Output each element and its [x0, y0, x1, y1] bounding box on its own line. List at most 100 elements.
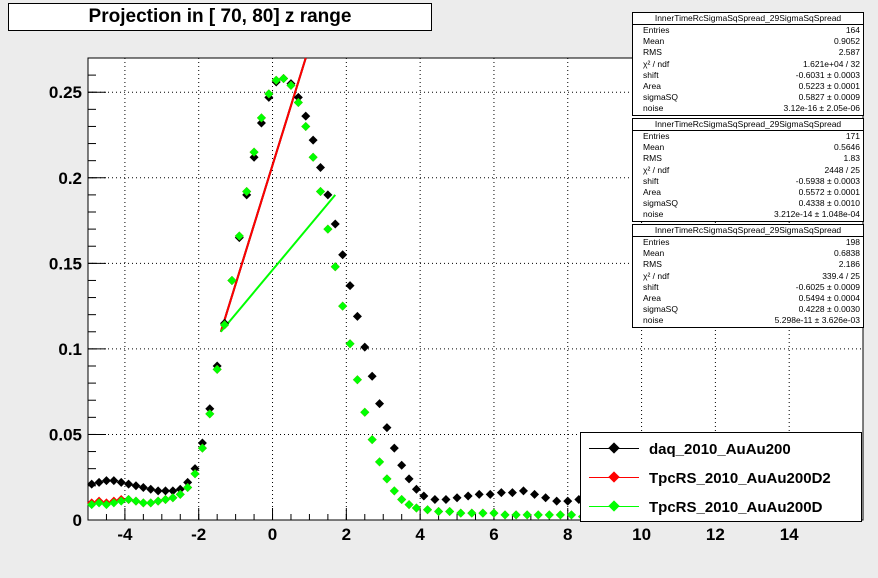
stats-key: Entries — [643, 237, 670, 247]
y-tick-label: 0.25 — [49, 83, 82, 102]
x-tick-label: -2 — [191, 525, 206, 544]
stats-row: shift -0.6031 ± 0.0003 — [633, 70, 863, 81]
stats-key: Mean — [643, 36, 665, 47]
data-point — [485, 489, 495, 499]
fit-line — [220, 194, 337, 333]
stats-row: Area 0.5223 ± 0.0001 — [633, 81, 863, 92]
data-point — [345, 281, 355, 291]
stats-key: sigmaSQ — [643, 304, 678, 315]
stats-value: 0.6838 — [834, 248, 860, 259]
stats-key: Area — [643, 81, 661, 92]
data-point — [153, 496, 163, 506]
data-point — [445, 506, 455, 516]
stats-value: 2448 / 25 — [824, 164, 860, 175]
stats-box-2: InnerTimeRcSigmaSqSpread_29SigmaSqSpread… — [632, 118, 864, 222]
stats-key: noise — [643, 103, 664, 114]
stats-row: Entries 171 — [633, 131, 863, 142]
x-tick-label: 2 — [342, 525, 351, 544]
stats-row: noise 5.298e-11 ± 3.626e-03 — [633, 315, 863, 326]
data-point — [190, 464, 200, 474]
data-point — [308, 152, 318, 162]
data-point — [316, 163, 325, 173]
data-point — [301, 111, 311, 121]
data-point — [530, 489, 540, 499]
legend-marker-red — [581, 464, 639, 492]
stats-key: sigmaSQ — [643, 92, 678, 103]
data-point — [323, 224, 333, 234]
data-point — [423, 505, 433, 515]
data-point — [533, 510, 543, 520]
data-point — [352, 311, 362, 321]
data-point — [541, 493, 551, 503]
data-point — [212, 364, 222, 374]
data-point — [518, 486, 528, 496]
data-point — [452, 493, 462, 503]
data-point — [404, 500, 414, 510]
data-point — [271, 75, 281, 85]
x-tick-label: 4 — [415, 525, 425, 544]
data-point — [116, 477, 126, 487]
stats-row: noise 3.212e-14 ± 1.048e-04 — [633, 209, 863, 220]
stats-box-title: InnerTimeRcSigmaSqSpread_29SigmaSqSpread — [633, 119, 863, 131]
data-point — [301, 121, 311, 131]
stats-key: noise — [643, 315, 664, 326]
data-point — [397, 460, 407, 470]
data-point — [434, 506, 444, 516]
data-point — [382, 423, 392, 433]
data-point — [489, 508, 499, 518]
stats-value: 1.621e+04 / 32 — [803, 58, 860, 69]
data-point — [360, 407, 370, 417]
data-point — [375, 457, 385, 467]
data-point — [87, 500, 97, 510]
stats-row: Mean 0.6838 — [633, 248, 863, 259]
stats-value: 0.5494 ± 0.0004 — [798, 293, 860, 304]
stats-key: Area — [643, 187, 661, 198]
stats-row: shift -0.5938 ± 0.0003 — [633, 176, 863, 187]
stats-value: 339.4 / 25 — [822, 270, 860, 281]
data-point — [338, 301, 348, 311]
stats-box-title: InnerTimeRcSigmaSqSpread_29SigmaSqSpread — [633, 225, 863, 237]
data-point — [411, 484, 421, 494]
x-tick-label: 14 — [780, 525, 799, 544]
stats-value: 0.5827 ± 0.0009 — [798, 92, 860, 103]
data-point — [234, 231, 244, 241]
data-point — [404, 474, 414, 484]
stats-value: 198 — [845, 237, 860, 247]
legend-entry: TpcRS_2010_AuAu200D2 — [581, 464, 861, 492]
y-tick-label: 0 — [73, 511, 82, 530]
stats-value: 171 — [845, 131, 860, 141]
data-point — [279, 74, 289, 84]
data-point — [220, 320, 230, 330]
data-point — [382, 474, 392, 484]
data-point — [249, 147, 259, 157]
stats-key: Area — [643, 293, 661, 304]
stats-row: sigmaSQ 0.5827 ± 0.0009 — [633, 92, 863, 103]
stats-value: 0.5572 ± 0.0001 — [798, 187, 860, 198]
stats-row: Area 0.5494 ± 0.0004 — [633, 293, 863, 304]
stats-value: 3.12e-16 ± 2.05e-06 — [783, 103, 861, 114]
data-point — [552, 496, 562, 506]
stats-value: 2.587 — [838, 47, 860, 58]
data-point — [153, 486, 163, 496]
data-point — [101, 500, 111, 510]
stats-row: χ² / ndf 1.621e+04 / 32 — [633, 59, 863, 70]
stats-key: RMS — [643, 153, 662, 164]
stats-value: -0.6031 ± 0.0003 — [795, 69, 860, 80]
stats-row: shift -0.6025 ± 0.0009 — [633, 282, 863, 293]
legend: daq_2010_AuAu200 TpcRS_2010_AuAu200D2 Tp… — [580, 432, 862, 522]
legend-label: TpcRS_2010_AuAu200D2 — [649, 469, 831, 487]
data-point — [94, 498, 104, 508]
data-point — [131, 481, 141, 491]
stats-key: shift — [643, 175, 659, 186]
stats-key: χ² / ndf — [643, 58, 670, 69]
data-point — [190, 469, 200, 479]
data-point — [338, 250, 348, 260]
data-point — [124, 479, 134, 489]
stats-value: 5.298e-11 ± 3.626e-03 — [774, 315, 860, 326]
chart-title-box: Projection in [ 70, 80] z range — [8, 3, 432, 31]
stats-row: RMS 2.186 — [633, 259, 863, 270]
stats-row: Mean 0.5646 — [633, 142, 863, 153]
data-point — [360, 342, 370, 352]
legend-marker-green — [581, 493, 639, 521]
stats-value: 3.212e-14 ± 1.048e-04 — [774, 209, 860, 220]
